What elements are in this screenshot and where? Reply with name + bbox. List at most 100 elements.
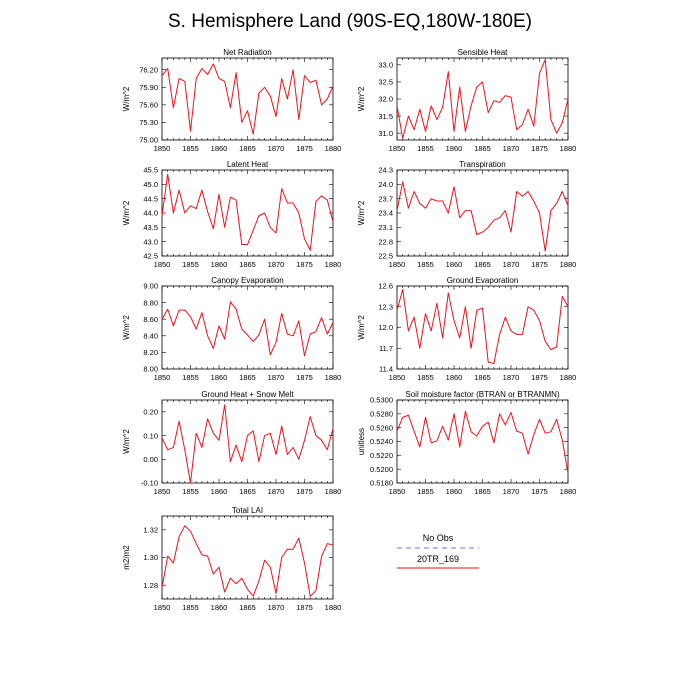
y-tick-label: 9.00 — [143, 282, 158, 291]
x-tick-label: 1865 — [239, 144, 256, 153]
series-line-20tr_169 — [396, 288, 569, 364]
x-tick-label: 1865 — [474, 373, 491, 382]
x-tick-label: 1870 — [268, 487, 285, 496]
y-tick-label: -0.10 — [141, 479, 158, 488]
legend-label-obs: No Obs — [423, 533, 454, 543]
panel-title: Total LAI — [232, 506, 263, 515]
series-line-20tr_169 — [161, 525, 334, 597]
chart-panel-9: Total LAI 1850 1855 1860 1865 1870 1875 1880 1.2… — [122, 506, 341, 612]
y-tick-label: 22.8 — [378, 237, 393, 246]
y-tick-label: 0.5220 — [370, 451, 393, 460]
x-tick-label: 1850 — [154, 373, 171, 382]
chart-panel-6: Ground Evaporation 1850 1855 1860 1865 1870 18… — [357, 276, 576, 382]
x-tick-label: 1860 — [211, 144, 228, 153]
x-tick-label: 1875 — [531, 144, 548, 153]
y-tick-label: 0.10 — [143, 431, 158, 440]
y-tick-label: 75.30 — [139, 118, 158, 127]
y-tick-label: 8.40 — [143, 332, 158, 341]
series-line-20tr_169 — [161, 404, 334, 484]
x-tick-label: 1880 — [325, 487, 342, 496]
y-tick-label: 24.3 — [378, 166, 393, 175]
y-tick-label: 76.20 — [139, 65, 158, 74]
x-tick-label: 1875 — [531, 487, 548, 496]
x-tick-label: 1855 — [182, 603, 199, 612]
figure-title: S. Hemisphere Land (90S-EQ,180W-180E) — [168, 11, 532, 32]
x-tick-label: 1850 — [389, 260, 406, 269]
x-tick-label: 1850 — [389, 373, 406, 382]
panel-title: Net Radiation — [223, 48, 271, 57]
x-tick-label: 1855 — [182, 373, 199, 382]
x-tick-label: 1870 — [503, 487, 520, 496]
series-line-20tr_169 — [161, 301, 334, 357]
panel-title: Sensible Heat — [458, 48, 509, 57]
x-tick-label: 1870 — [268, 260, 285, 269]
x-tick-label: 1860 — [211, 603, 228, 612]
x-tick-label: 1880 — [325, 603, 342, 612]
panel-title: Soil moisture factor (BTRAN or BTRANMN) — [405, 390, 560, 399]
panels-group: Net Radiation 1850 1855 1860 1865 1870 1875 188… — [122, 48, 576, 612]
x-tick-label: 1870 — [503, 260, 520, 269]
y-tick-label: 11.7 — [379, 344, 393, 353]
x-tick-label: 1855 — [417, 144, 434, 153]
x-tick-label: 1855 — [182, 144, 199, 153]
x-tick-label: 1860 — [446, 260, 463, 269]
y-tick-label: 23.1 — [378, 223, 393, 232]
x-tick-label: 1855 — [182, 260, 199, 269]
x-tick-label: 1850 — [154, 260, 171, 269]
y-tick-label: 12.6 — [378, 282, 393, 291]
y-tick-label: 8.60 — [143, 315, 158, 324]
x-tick-label: 1870 — [268, 603, 285, 612]
y-tick-label: 12.0 — [378, 323, 393, 332]
y-tick-label: 22.5 — [378, 252, 393, 261]
x-tick-label: 1880 — [325, 373, 342, 382]
chart-panel-8: Soil moisture factor (BTRAN or BTRANMN) 1… — [357, 390, 576, 496]
chart-panel-4: Transpiration 1850 1855 1860 1865 1870 1875 188… — [357, 160, 576, 269]
x-tick-label: 1860 — [446, 373, 463, 382]
y-tick-label: 32.5 — [378, 78, 393, 87]
x-tick-label: 1855 — [417, 487, 434, 496]
x-tick-label: 1875 — [296, 144, 313, 153]
plot-frame — [161, 399, 334, 484]
plot-frame — [161, 285, 334, 370]
y-axis-label: W/m^2 — [357, 200, 366, 225]
y-tick-label: 43.0 — [143, 237, 158, 246]
y-tick-label: 45.0 — [143, 180, 158, 189]
x-tick-label: 1880 — [560, 260, 577, 269]
y-tick-label: 43.5 — [143, 223, 158, 232]
y-tick-label: 32.0 — [378, 95, 393, 104]
y-tick-label: 44.5 — [143, 194, 158, 203]
x-tick-label: 1875 — [296, 260, 313, 269]
x-tick-label: 1860 — [446, 144, 463, 153]
y-tick-label: 1.30 — [143, 553, 158, 562]
x-tick-label: 1870 — [503, 144, 520, 153]
chart-panel-2: Sensible Heat 1850 1855 1860 1865 1870 1875 188… — [357, 48, 576, 153]
chart-panel-3: Latent Heat 1850 1855 1860 1865 1870 1875 1880 4… — [122, 160, 341, 269]
series-line-20tr_169 — [161, 63, 334, 135]
y-tick-label: 1.28 — [143, 581, 158, 590]
x-tick-label: 1870 — [268, 373, 285, 382]
y-axis-label: W/m^2 — [122, 315, 131, 340]
y-axis-label: m2/m2 — [122, 545, 131, 570]
x-tick-label: 1850 — [389, 487, 406, 496]
y-tick-label: 24.0 — [378, 180, 393, 189]
plot-frame — [161, 57, 334, 141]
plot-frame — [396, 399, 569, 484]
x-tick-label: 1855 — [417, 373, 434, 382]
x-tick-label: 1865 — [239, 603, 256, 612]
y-axis-label: unitless — [357, 428, 366, 455]
x-tick-label: 1860 — [211, 373, 228, 382]
panel-title: Ground Heat + Snow Melt — [201, 390, 294, 399]
panel-title: Latent Heat — [227, 160, 269, 169]
x-tick-label: 1860 — [211, 487, 228, 496]
x-tick-label: 1875 — [531, 260, 548, 269]
chart-panel-5: Canopy Evaporation 1850 1855 1860 1865 1870 18… — [122, 276, 341, 382]
x-tick-label: 1875 — [531, 373, 548, 382]
y-tick-label: 0.5260 — [370, 423, 393, 432]
y-tick-label: 8.80 — [143, 298, 158, 307]
y-tick-label: 1.32 — [143, 526, 158, 535]
plot-frame — [396, 285, 569, 370]
y-axis-label: W/m^2 — [122, 429, 131, 454]
y-axis-label: W/m^2 — [357, 86, 366, 111]
y-tick-label: 75.00 — [139, 136, 158, 145]
